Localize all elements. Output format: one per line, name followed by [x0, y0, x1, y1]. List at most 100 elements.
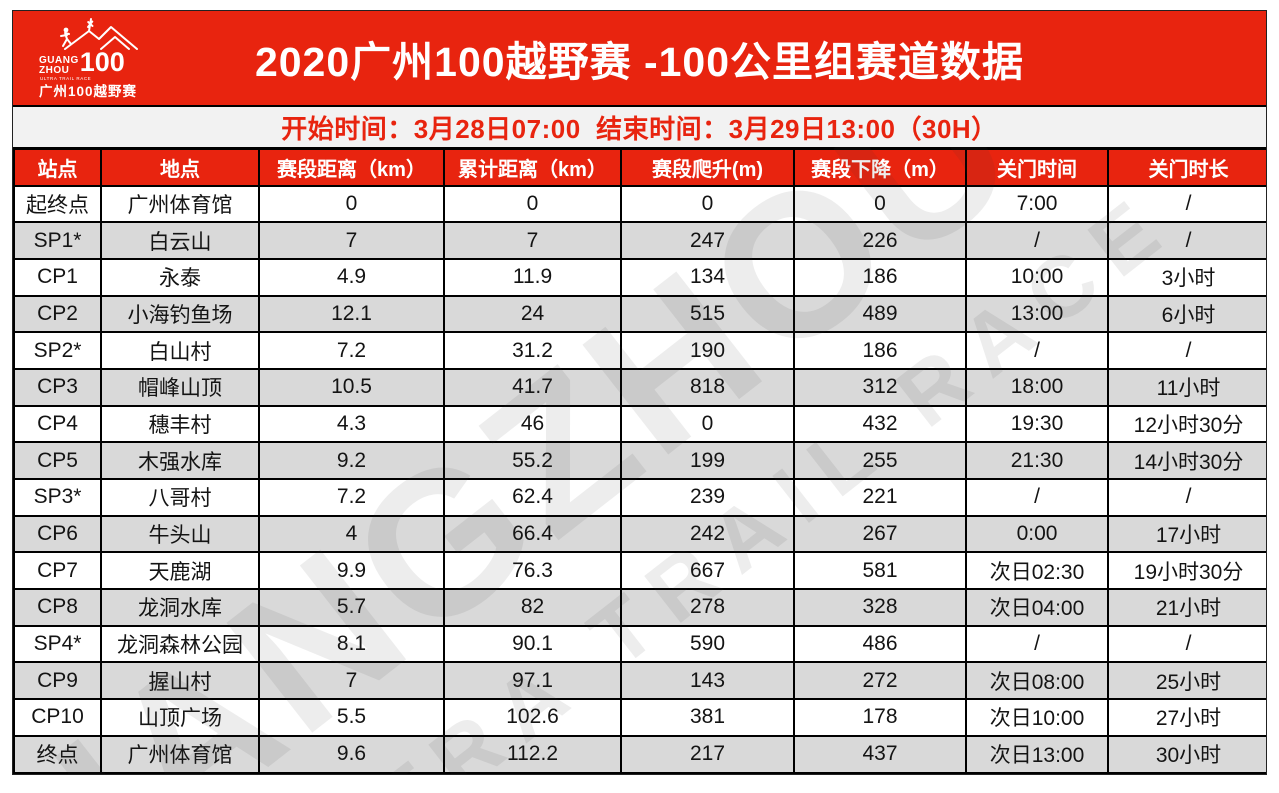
- cell-descent: 437: [793, 734, 967, 774]
- cell-cumulative-distance: 62.4: [443, 478, 622, 517]
- cell-leg-distance: 0: [258, 184, 445, 224]
- col-header-location: 地点: [100, 147, 260, 187]
- table-row: 终点 广州体育馆 9.6 112.2 217 437 次日13:00 30小时: [13, 734, 1266, 774]
- table-row: CP5 木强水库 9.2 55.2 199 255 21:30 14小时30分: [13, 441, 1266, 480]
- cell-cumulative-distance: 31.2: [443, 331, 622, 370]
- table-row: SP3* 八哥村 7.2 62.4 239 221//: [13, 478, 1266, 517]
- cell-descent: 486: [793, 624, 967, 664]
- cell-location: 广州体育馆: [100, 734, 260, 774]
- cell-cumulative-distance: 82: [443, 588, 622, 627]
- cell-leg-distance: 7: [258, 661, 445, 701]
- cell-cutoff-time: 18:00: [965, 367, 1109, 407]
- course-data-table: 站点 地点 赛段距离（km） 累计距离（km） 赛段爬升(m) 赛段下降（m） 关门时间 关门…: [13, 147, 1266, 774]
- schedule-bar: 开始时间：3月28日07:00 结束时间：3月29日13:00（30H）: [13, 105, 1266, 147]
- col-header-cutoff-duration: 关门时长: [1107, 147, 1266, 187]
- cell-ascent: 239: [620, 478, 795, 517]
- cell-leg-distance: 12.1: [258, 294, 445, 334]
- cell-cutoff-time: 次日10:00: [965, 698, 1109, 737]
- cell-ascent: 278: [620, 588, 795, 627]
- cell-cumulative-distance: 0: [443, 184, 622, 224]
- cell-station: CP7: [13, 551, 102, 591]
- cell-cutoff-duration: /: [1107, 184, 1266, 224]
- cell-station: CP5: [13, 441, 102, 480]
- logo-word-zhou: ZHOU: [39, 65, 70, 76]
- table-row: SP1* 白云山 7 7 247 226//: [13, 221, 1266, 260]
- cell-descent: 272: [793, 661, 967, 701]
- table-row: CP9 握山村 7 97.1 143 272 次日08:00 25小时: [13, 661, 1266, 701]
- cell-location: 白山村: [100, 331, 260, 370]
- cell-leg-distance: 4.9: [258, 257, 445, 297]
- table-row: CP6 牛头山 4 66.4 242 267 0:00 17小时: [13, 514, 1266, 554]
- logo-number: 100: [79, 47, 125, 77]
- cell-leg-distance: 10.5: [258, 367, 445, 407]
- cell-cutoff-time: /: [965, 221, 1109, 260]
- cell-ascent: 667: [620, 551, 795, 591]
- cell-location: 永泰: [100, 257, 260, 297]
- cell-leg-distance: 5.7: [258, 588, 445, 627]
- cell-station: CP1: [13, 257, 102, 297]
- cell-descent: 328: [793, 588, 967, 627]
- cell-descent: 0: [793, 184, 967, 224]
- cell-ascent: 190: [620, 331, 795, 370]
- cell-cutoff-duration: 25小时: [1107, 661, 1266, 701]
- cell-cutoff-duration: 11小时: [1107, 367, 1266, 407]
- col-header-station: 站点: [13, 147, 102, 187]
- cell-cumulative-distance: 112.2: [443, 734, 622, 774]
- cell-descent: 221: [793, 478, 967, 517]
- cell-cutoff-time: /: [965, 331, 1109, 370]
- cell-ascent: 0: [620, 404, 795, 444]
- cell-ascent: 242: [620, 514, 795, 554]
- race-data-poster: GUANG ZHOU 100 ULTRA TRAIL RACE 广州100越野赛…: [12, 10, 1267, 775]
- cell-location: 八哥村: [100, 478, 260, 517]
- cell-cumulative-distance: 11.9: [443, 257, 622, 297]
- cell-station: CP6: [13, 514, 102, 554]
- cell-location: 握山村: [100, 661, 260, 701]
- cell-station: CP2: [13, 294, 102, 334]
- cell-station: CP3: [13, 367, 102, 407]
- cell-descent: 186: [793, 331, 967, 370]
- cell-cumulative-distance: 76.3: [443, 551, 622, 591]
- table-row: SP4* 龙洞森林公园 8.1 90.1 590 486//: [13, 624, 1266, 664]
- table-row: 起终点 广州体育馆 0 0 0 0 7:00/: [13, 184, 1266, 224]
- cell-descent: 432: [793, 404, 967, 444]
- table-row: CP7 天鹿湖 9.9 76.3 667 581 次日02:30 19小时30分: [13, 551, 1266, 591]
- table-row: CP4 穗丰村 4.3 46 0 432 19:30 12小时30分: [13, 404, 1266, 444]
- cell-station: CP4: [13, 404, 102, 444]
- cell-cutoff-time: /: [965, 624, 1109, 664]
- cell-location: 广州体育馆: [100, 184, 260, 224]
- cell-leg-distance: 7.2: [258, 478, 445, 517]
- cell-location: 穗丰村: [100, 404, 260, 444]
- cell-cutoff-time: 次日02:30: [965, 551, 1109, 591]
- cell-location: 帽峰山顶: [100, 367, 260, 407]
- cell-location: 白云山: [100, 221, 260, 260]
- cell-cumulative-distance: 102.6: [443, 698, 622, 737]
- col-header-ascent: 赛段爬升(m): [620, 147, 795, 187]
- cell-cutoff-time: 次日08:00: [965, 661, 1109, 701]
- cell-ascent: 381: [620, 698, 795, 737]
- cell-location: 小海钓鱼场: [100, 294, 260, 334]
- cell-cutoff-duration: /: [1107, 478, 1266, 517]
- cell-location: 天鹿湖: [100, 551, 260, 591]
- cell-ascent: 134: [620, 257, 795, 297]
- cell-cumulative-distance: 41.7: [443, 367, 622, 407]
- cell-ascent: 247: [620, 221, 795, 260]
- cell-station: CP9: [13, 661, 102, 701]
- cell-station: CP10: [13, 698, 102, 737]
- race-logo: GUANG ZHOU 100 ULTRA TRAIL RACE 广州100越野赛: [39, 17, 199, 101]
- cell-station: 起终点: [13, 184, 102, 224]
- col-header-cumulative-distance: 累计距离（km）: [443, 147, 622, 187]
- cell-cutoff-time: 0:00: [965, 514, 1109, 554]
- cell-cutoff-time: 次日13:00: [965, 734, 1109, 774]
- cell-station: SP3*: [13, 478, 102, 517]
- cell-cumulative-distance: 24: [443, 294, 622, 334]
- table-row: CP8 龙洞水库 5.7 82 278 328 次日04:00 21小时: [13, 588, 1266, 627]
- table-row: SP2* 白山村 7.2 31.2 190 186//: [13, 331, 1266, 370]
- table-header-row: 站点 地点 赛段距离（km） 累计距离（km） 赛段爬升(m) 赛段下降（m） 关门时间 关门…: [13, 147, 1266, 187]
- cell-ascent: 0: [620, 184, 795, 224]
- cell-station: SP2*: [13, 331, 102, 370]
- cell-leg-distance: 9.9: [258, 551, 445, 591]
- cell-cutoff-time: /: [965, 478, 1109, 517]
- cell-descent: 186: [793, 257, 967, 297]
- cell-station: SP1*: [13, 221, 102, 260]
